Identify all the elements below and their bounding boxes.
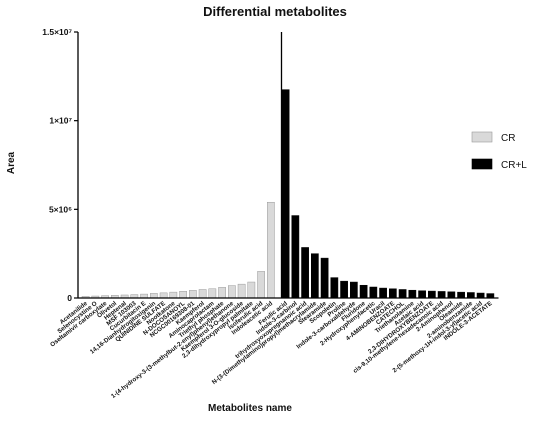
bar [150, 293, 158, 299]
bar [208, 288, 217, 299]
bar [418, 290, 426, 299]
bars [78, 32, 499, 299]
bar [476, 292, 485, 299]
y-axis-title: Area [6, 151, 17, 174]
bar [330, 277, 339, 299]
bar [281, 89, 290, 299]
y-tick-label: 1.5×10⁷ [42, 27, 72, 37]
bar [257, 271, 265, 299]
bar [179, 291, 187, 299]
y-tick-label: 1×10⁷ [49, 116, 72, 126]
bar [437, 291, 446, 299]
bar [457, 291, 465, 299]
bar [237, 283, 246, 299]
bar [301, 247, 309, 299]
bar [267, 201, 275, 299]
bar [291, 215, 300, 299]
legend-label: CR [501, 133, 515, 144]
bar [340, 280, 348, 299]
bar [169, 291, 178, 299]
bar [159, 292, 168, 299]
bar [218, 287, 226, 299]
bar [320, 257, 329, 299]
legend-swatch [471, 131, 493, 143]
legend-label: CR+L [501, 160, 527, 171]
y-tick-label: 0 [67, 293, 72, 303]
bar [447, 291, 456, 299]
bar [428, 290, 436, 299]
bar [467, 292, 475, 299]
bar [311, 253, 319, 299]
bar [359, 284, 368, 299]
bar [369, 286, 378, 299]
y-tick-label: 5×10⁶ [49, 204, 72, 214]
x-axis-title: Metabolites name [208, 403, 292, 414]
bar [389, 288, 397, 299]
bar [228, 285, 236, 299]
bar [198, 289, 207, 299]
y-axis: 0 5×10⁶ 1×10⁷ 1.5×10⁷ [42, 27, 79, 303]
bar [486, 293, 495, 299]
bar [398, 289, 407, 299]
legend: CR CR+L [471, 131, 527, 171]
bar [350, 281, 358, 299]
bar [379, 287, 387, 299]
bar [408, 289, 417, 299]
chart-title: Differential metabolites [203, 4, 347, 19]
bar [189, 290, 197, 299]
bar [247, 281, 256, 299]
legend-swatch [471, 158, 493, 170]
